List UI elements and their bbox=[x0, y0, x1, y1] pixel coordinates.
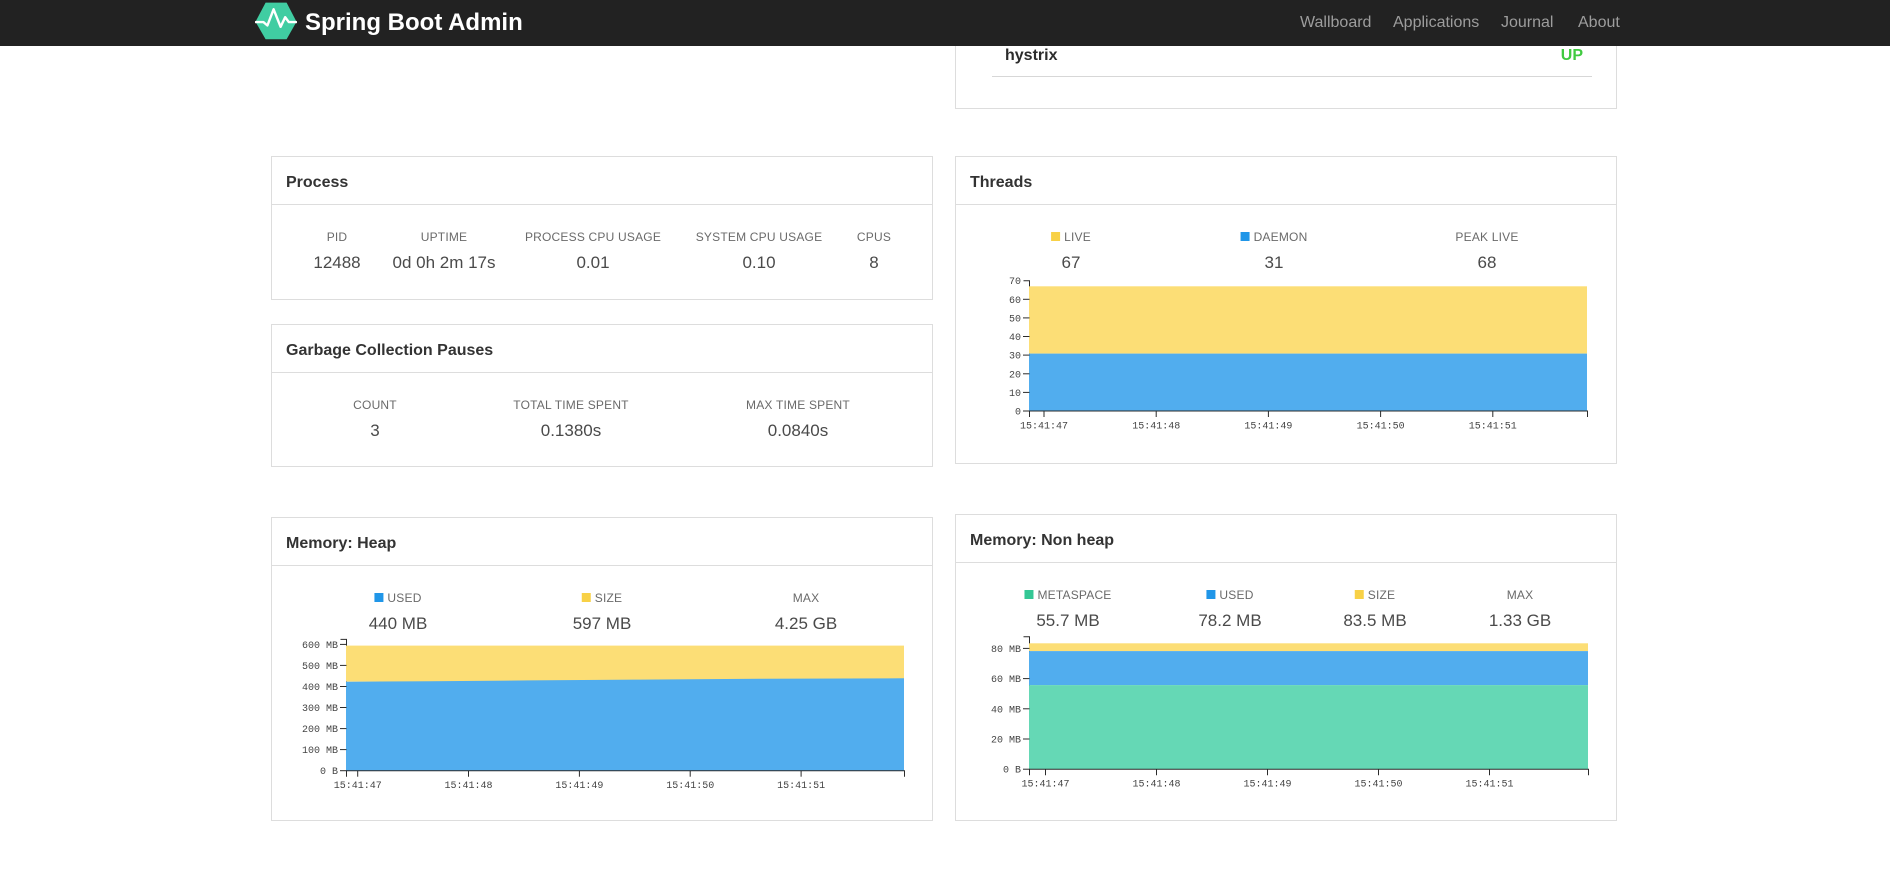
svg-text:15:41:48: 15:41:48 bbox=[1132, 780, 1180, 791]
svg-text:15:41:48: 15:41:48 bbox=[444, 781, 492, 792]
svg-text:400 MB: 400 MB bbox=[302, 683, 338, 694]
svg-text:200 MB: 200 MB bbox=[302, 725, 338, 736]
svg-text:15:41:47: 15:41:47 bbox=[1021, 780, 1069, 791]
svg-text:15:41:48: 15:41:48 bbox=[1132, 422, 1180, 433]
svg-text:60: 60 bbox=[1009, 296, 1021, 307]
svg-text:0 B: 0 B bbox=[320, 767, 338, 778]
svg-text:15:41:50: 15:41:50 bbox=[1357, 422, 1405, 433]
svg-text:80 MB: 80 MB bbox=[991, 645, 1021, 656]
svg-text:60 MB: 60 MB bbox=[991, 675, 1021, 686]
svg-text:15:41:49: 15:41:49 bbox=[1243, 780, 1291, 791]
svg-text:15:41:47: 15:41:47 bbox=[1020, 422, 1068, 433]
svg-text:0 B: 0 B bbox=[1003, 766, 1021, 777]
svg-text:500 MB: 500 MB bbox=[302, 662, 338, 673]
svg-text:30: 30 bbox=[1009, 352, 1021, 363]
svg-text:10: 10 bbox=[1009, 389, 1021, 400]
svg-text:20 MB: 20 MB bbox=[991, 736, 1021, 747]
svg-text:15:41:51: 15:41:51 bbox=[777, 781, 825, 792]
svg-text:70: 70 bbox=[1009, 277, 1021, 288]
svg-text:15:41:47: 15:41:47 bbox=[334, 781, 382, 792]
svg-text:15:41:51: 15:41:51 bbox=[1469, 422, 1517, 433]
svg-text:600 MB: 600 MB bbox=[302, 641, 338, 652]
svg-text:15:41:50: 15:41:50 bbox=[666, 781, 714, 792]
svg-text:0: 0 bbox=[1015, 408, 1021, 419]
svg-text:15:41:51: 15:41:51 bbox=[1465, 780, 1513, 791]
svg-text:15:41:49: 15:41:49 bbox=[1244, 422, 1292, 433]
svg-text:15:41:49: 15:41:49 bbox=[555, 781, 603, 792]
svg-text:15:41:50: 15:41:50 bbox=[1354, 780, 1402, 791]
svg-text:100 MB: 100 MB bbox=[302, 746, 338, 757]
svg-text:20: 20 bbox=[1009, 370, 1021, 381]
svg-text:300 MB: 300 MB bbox=[302, 704, 338, 715]
svg-text:40: 40 bbox=[1009, 333, 1021, 344]
svg-text:50: 50 bbox=[1009, 314, 1021, 325]
svg-text:40 MB: 40 MB bbox=[991, 705, 1021, 716]
